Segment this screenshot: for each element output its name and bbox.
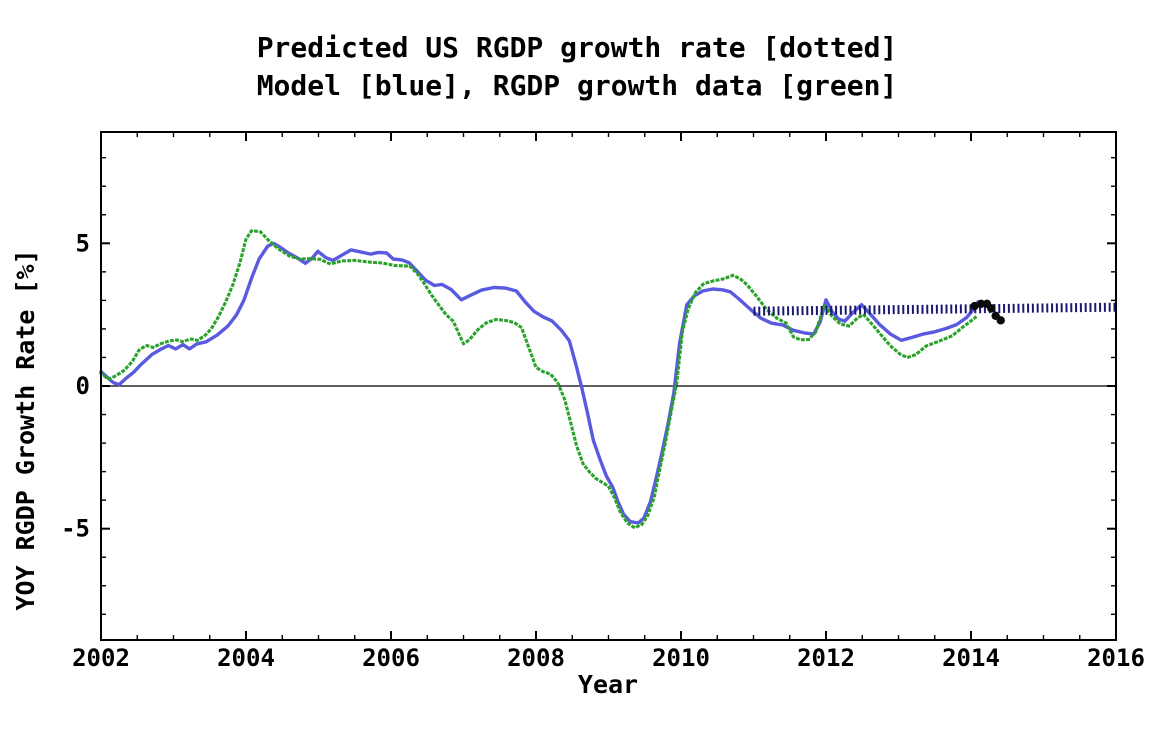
recent-data-dot [976,299,986,309]
x-tick-label: 2006 [362,644,420,672]
x-tick-label: 2012 [797,644,855,672]
recent-data-dot [970,301,979,311]
x-tick-label: 2004 [217,644,275,672]
y-tick-label: 0 [76,372,90,400]
y-tick-label: 5 [76,229,90,257]
x-tick-label: 2002 [72,644,130,672]
x-tick-label: 2010 [652,644,710,672]
x-axis-label: Year [578,670,638,699]
y-tick-label: -5 [61,515,90,543]
x-tick-label: 2008 [507,644,565,672]
plot-border [100,131,1117,641]
chart-title-line1: Predicted US RGDP growth rate [dotted] [257,31,898,64]
recent-data-dot [987,304,996,313]
plot-area: 2002 2004 2006 2008 2010 2012 2014 2016 5 0 -5 [61,131,1145,672]
rgdp-data-line [98,228,978,530]
chart-title-line2: Model [blue], RGDP growth data [green] [257,69,898,102]
x-tick-label: 2016 [1087,644,1145,672]
y-axis-label: YOY RGDP Growth Rate [%] [11,249,40,610]
recent-data-dot [996,316,1005,325]
x-tick-label: 2014 [942,644,1000,672]
prediction-line [753,302,1117,316]
